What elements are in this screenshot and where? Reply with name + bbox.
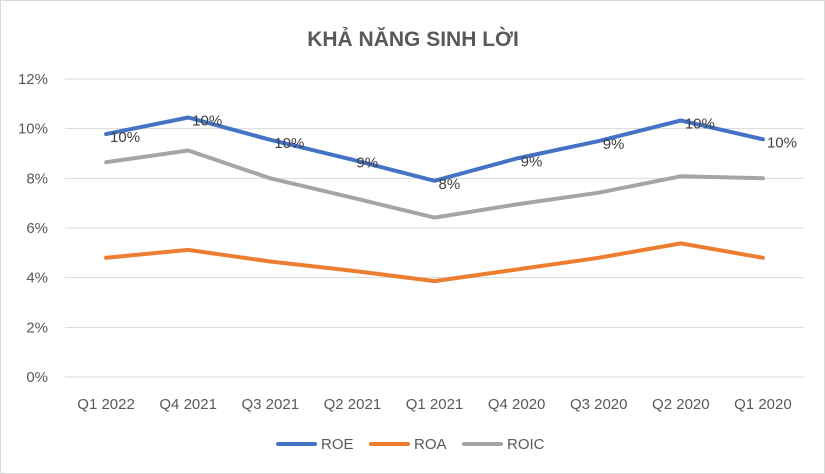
legend-label-roa: ROA xyxy=(414,436,447,453)
chart-title: KHẢ NĂNG SINH LỜI xyxy=(307,27,519,51)
x-tick-label: Q1 2020 xyxy=(734,396,792,413)
legend-label-roe: ROE xyxy=(321,436,354,453)
legend: ROE ROA ROIC xyxy=(276,436,545,453)
data-label: 9% xyxy=(603,136,625,153)
data-label: 9% xyxy=(356,155,378,172)
data-label: 10% xyxy=(767,134,797,151)
x-tick-label: Q4 2020 xyxy=(488,396,546,413)
data-labels: 10% 10% 10% 9% 8% 9% 9% 10% 10% xyxy=(110,112,797,192)
y-tick-label: 6% xyxy=(26,220,48,237)
y-tick-label: 10% xyxy=(18,121,48,138)
y-tick-label: 0% xyxy=(26,369,48,386)
data-label: 8% xyxy=(439,176,461,193)
x-tick-label: Q4 2021 xyxy=(159,396,217,413)
series-line-roe xyxy=(104,115,765,183)
series-line-roa xyxy=(104,241,765,284)
x-axis-ticks: Q1 2022 Q4 2021 Q3 2021 Q2 2021 Q1 2021 Q4 20… xyxy=(77,396,791,413)
gridlines xyxy=(65,78,804,378)
y-tick-label: 12% xyxy=(18,71,48,88)
y-axis-ticks: 0% 2% 4% 6% 8% 10% 12% xyxy=(18,71,48,386)
series-line-roic xyxy=(104,148,765,220)
legend-label-roic: ROIC xyxy=(507,436,545,453)
series-lines xyxy=(104,115,765,284)
x-tick-label: Q3 2020 xyxy=(570,396,628,413)
x-tick-label: Q1 2022 xyxy=(77,396,135,413)
x-tick-label: Q1 2021 xyxy=(406,396,464,413)
y-tick-label: 8% xyxy=(26,170,48,187)
data-label: 9% xyxy=(521,153,543,170)
x-tick-label: Q3 2021 xyxy=(242,396,300,413)
x-tick-label: Q2 2021 xyxy=(324,396,382,413)
data-label: 10% xyxy=(110,129,140,146)
data-label: 10% xyxy=(685,115,715,132)
data-label: 10% xyxy=(274,135,304,152)
y-tick-label: 4% xyxy=(26,270,48,287)
data-label: 10% xyxy=(192,112,222,129)
x-tick-label: Q2 2020 xyxy=(652,396,710,413)
y-tick-label: 2% xyxy=(26,319,48,336)
